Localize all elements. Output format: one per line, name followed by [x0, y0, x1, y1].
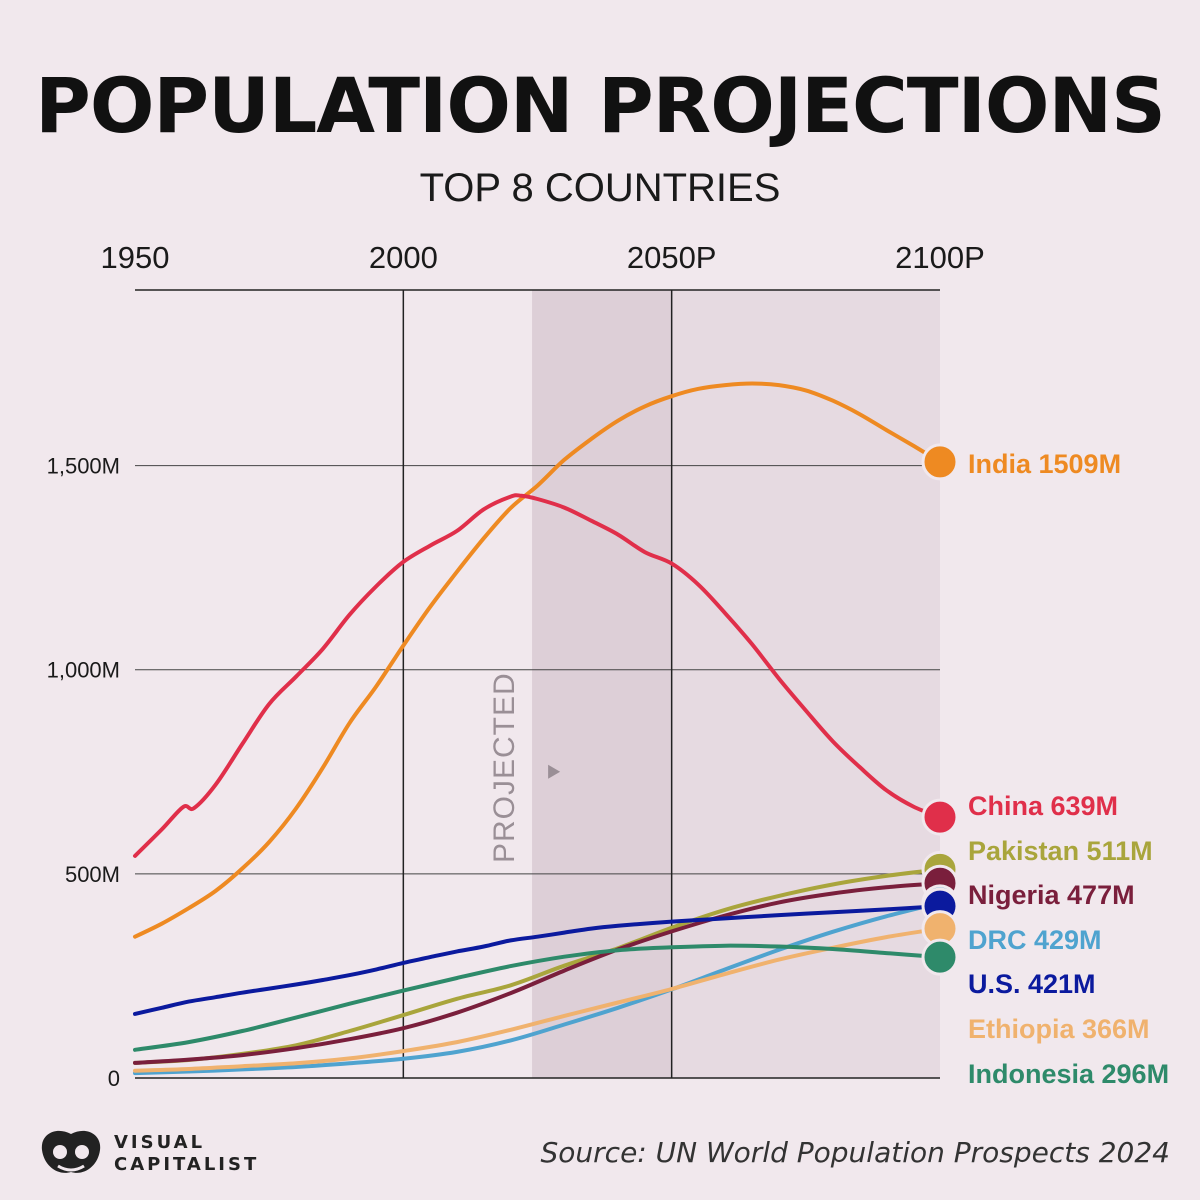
series-label-india: India 1509M [968, 449, 1121, 479]
projected-arrow-icon [548, 764, 561, 779]
logo-line-2: CAPITALIST [114, 1154, 260, 1175]
x-tick-label-1950: 1950 [101, 240, 170, 275]
flag-icon-indonesia [921, 938, 959, 976]
y-tick-label-1500: 1,500M [47, 454, 120, 479]
series-line-indonesia [133, 943, 942, 1052]
series-line-drc [133, 900, 942, 1076]
page-title: POPULATION PROJECTIONS [35, 61, 1166, 150]
series-line-india [133, 381, 942, 939]
x-tick-label-2050: 2050P [627, 240, 717, 275]
y-tick-label-500: 500M [65, 862, 120, 887]
x-tick-label-2100: 2100P [895, 240, 985, 275]
series-label-china: China 639M [968, 791, 1118, 821]
source-note: Source: UN World Population Prospects 20… [540, 1136, 1170, 1169]
x-tick-label-2000: 2000 [369, 240, 438, 275]
flag-icon-china [921, 798, 959, 836]
series-label-u-s: U.S. 421M [968, 969, 1096, 999]
page-subtitle: TOP 8 COUNTRIES [419, 166, 781, 210]
y-tick-label-1000: 1,000M [47, 658, 120, 683]
flag-icon-india [921, 443, 959, 481]
series-line-u-s [133, 904, 942, 1016]
logo-line-1: VISUAL [114, 1132, 206, 1153]
y-tick-label-0: 0 [108, 1066, 120, 1091]
visual-capitalist-logo: VISUAL CAPITALIST [36, 1126, 259, 1182]
series-label-indonesia: Indonesia 296M [968, 1059, 1169, 1089]
series-line-nigeria [133, 881, 942, 1065]
series-label-drc: DRC 429M [968, 925, 1102, 955]
projected-label: PROJECTED [488, 672, 521, 863]
series-line-ethiopia [133, 926, 942, 1073]
series-label-ethiopia: Ethiopia 366M [968, 1014, 1150, 1044]
series-label-pakistan: Pakistan 511M [968, 836, 1153, 866]
series-label-nigeria: Nigeria 477M [968, 880, 1135, 910]
series-line-china [133, 493, 942, 858]
logo-icon [41, 1130, 101, 1173]
